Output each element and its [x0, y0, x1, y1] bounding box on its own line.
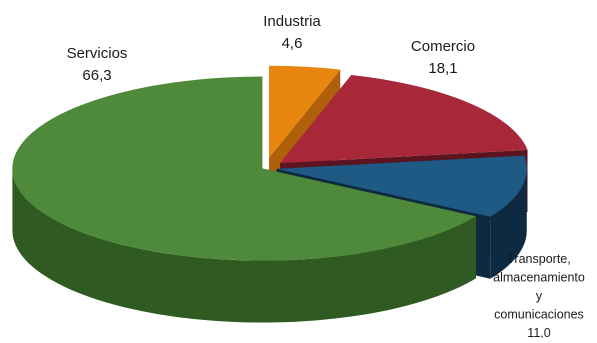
data-label-value: 18,1: [428, 60, 457, 77]
data-label-value: 11,0: [527, 326, 550, 338]
data-label-category: Comercio: [411, 38, 475, 55]
slice-top-industria: [269, 65, 341, 158]
pie-slice-servicios: [12, 76, 476, 323]
slice-wall-servicios: [12, 168, 476, 323]
data-label-category: almacenamiento: [493, 271, 585, 285]
data-label-comercio: Comercio 18,1: [411, 38, 475, 77]
data-label-industria: Industria 4,6: [263, 13, 321, 52]
slice-top-comercio: [280, 75, 528, 164]
data-label-category: Servicios: [67, 45, 128, 62]
data-label-category: y: [536, 289, 543, 303]
data-label-value: 66,3: [82, 67, 111, 84]
data-label-transporte: Transporte, almacenamiento y comunicaciones…: [493, 252, 585, 338]
data-label-servicios: Servicios 66,3: [67, 45, 128, 84]
data-label-category: comunicaciones: [494, 308, 584, 322]
data-label-category: Transporte,: [507, 252, 570, 266]
slice-top-servicios: [12, 76, 476, 261]
slice-top-transporte: [276, 155, 527, 217]
data-label-category: Industria: [263, 13, 321, 30]
slice-wall-transporte: [490, 168, 527, 279]
data-label-value: 4,6: [282, 35, 303, 52]
